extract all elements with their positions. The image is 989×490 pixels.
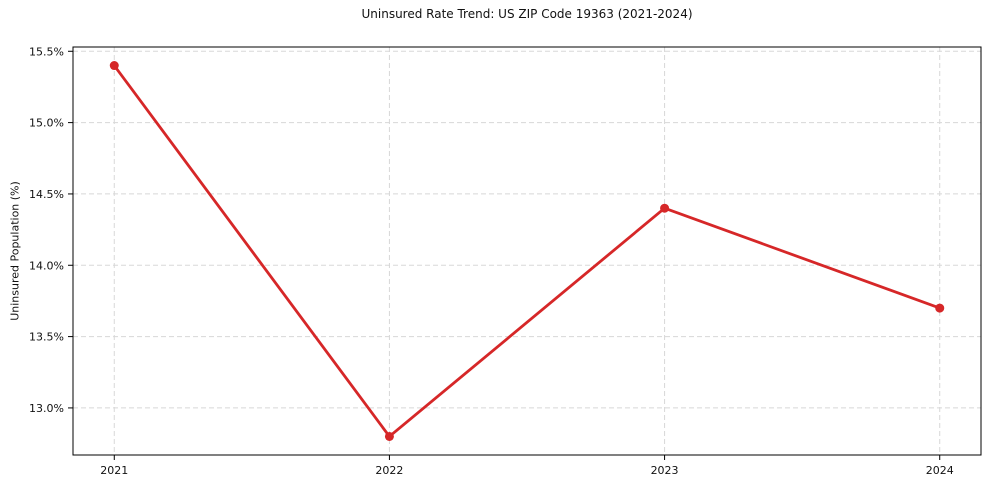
data-point-marker	[109, 61, 119, 71]
x-tick-label: 2021	[100, 464, 128, 477]
x-tick-label: 2023	[651, 464, 679, 477]
x-tick-label: 2024	[926, 464, 954, 477]
data-point-marker	[384, 431, 394, 441]
y-tick-label: 14.5%	[29, 188, 64, 201]
chart-title: Uninsured Rate Trend: US ZIP Code 19363 …	[361, 7, 693, 21]
y-tick-label: 14.0%	[29, 259, 64, 272]
y-tick-label: 15.0%	[29, 117, 64, 130]
y-tick-label: 13.5%	[29, 331, 64, 344]
x-tick-label: 2022	[375, 464, 403, 477]
data-point-marker	[660, 203, 670, 213]
plot-border	[72, 46, 982, 456]
y-tick-label: 15.5%	[29, 45, 64, 58]
data-point-marker	[935, 303, 945, 313]
y-tick-label: 13.0%	[29, 402, 64, 415]
series-line	[112, 64, 942, 438]
